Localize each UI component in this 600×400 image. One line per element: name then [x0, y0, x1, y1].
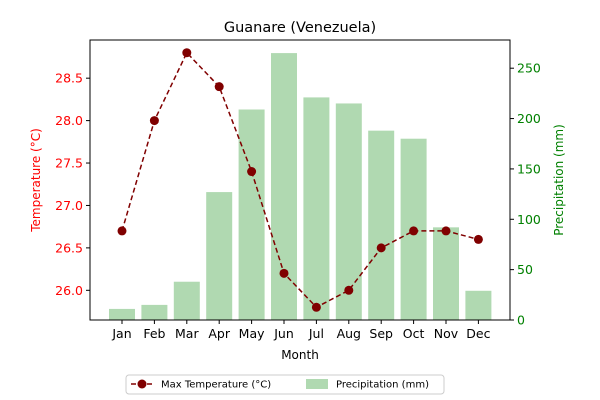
temp-point-oct	[409, 226, 419, 236]
temp-point-aug	[344, 285, 354, 295]
temp-point-may	[247, 167, 257, 177]
temp-point-dec	[473, 234, 483, 244]
precip-bar-dec	[465, 290, 492, 320]
temp-point-jun	[279, 268, 289, 278]
x-tick-label: Sep	[369, 326, 393, 341]
right-tick-label: 50	[517, 262, 533, 277]
legend-bar-swatch	[306, 379, 328, 389]
right-axis-ticks: 0 50 100 150 200 250	[510, 61, 541, 328]
legend-label-temperature: Max Temperature (°C)	[161, 380, 271, 391]
precip-bar-jun	[271, 53, 297, 320]
x-tick-label: Oct	[403, 326, 425, 341]
precip-bar-jan	[109, 308, 135, 320]
precipitation-bars	[109, 53, 492, 321]
x-tick-label: Dec	[466, 326, 490, 341]
temp-point-apr	[214, 82, 224, 92]
temp-point-jul	[311, 302, 321, 312]
legend: Max Temperature (°C) Precipitation (mm)	[125, 374, 445, 395]
x-tick-label: Apr	[208, 326, 230, 341]
temp-point-nov	[441, 226, 451, 236]
right-tick-label: 150	[517, 161, 541, 176]
right-axis-label: Precipitation (mm)	[552, 124, 566, 236]
x-tick-label: Aug	[337, 326, 361, 341]
temp-point-jan	[117, 226, 127, 236]
legend-label-precipitation: Precipitation (mm)	[336, 380, 429, 391]
precip-bar-nov	[433, 227, 459, 320]
left-axis-ticks: 26.0 26.5 27.0 27.5 28.0 28.5	[55, 71, 90, 298]
left-tick-label: 28.0	[55, 113, 83, 128]
x-tick-label: Feb	[143, 326, 165, 341]
right-tick-label: 250	[517, 61, 541, 76]
right-tick-label: 200	[517, 111, 541, 126]
x-tick-label: Jul	[308, 326, 324, 341]
precip-bar-mar	[173, 281, 200, 320]
right-tick-label: 0	[517, 313, 525, 328]
temperature-line	[121, 51, 479, 309]
x-tick-label: Mar	[175, 326, 199, 341]
plot-area-frame	[89, 39, 511, 321]
left-tick-label: 26.0	[55, 283, 83, 298]
x-tick-label: May	[239, 326, 265, 341]
precip-bar-jul	[303, 97, 330, 321]
x-tick-label: Jun	[273, 326, 294, 341]
legend-frame	[125, 374, 445, 395]
temp-point-feb	[149, 116, 159, 126]
temp-point-sep	[376, 243, 386, 253]
left-tick-label: 26.5	[55, 240, 83, 255]
left-tick-label: 27.0	[55, 198, 83, 213]
chart-title: Guanare (Venezuela)	[224, 20, 376, 36]
precip-bar-apr	[206, 192, 233, 320]
legend-marker-swatch	[137, 379, 147, 389]
temp-point-mar	[182, 48, 192, 58]
precip-bar-sep	[368, 130, 395, 320]
precip-bar-aug	[335, 103, 362, 320]
x-axis-ticks: Jan Feb Mar Apr May Jun Jul Aug Sep Oct Nov Dec	[111, 320, 491, 341]
precip-bar-may	[238, 109, 265, 321]
precip-bar-feb	[141, 304, 168, 320]
x-tick-label: Jan	[111, 326, 131, 341]
right-tick-label: 100	[517, 212, 541, 227]
left-axis-label: Temperature (°C)	[29, 128, 43, 233]
left-tick-label: 27.5	[55, 156, 83, 171]
x-tick-label: Nov	[434, 326, 459, 341]
left-tick-label: 28.5	[55, 71, 83, 86]
temperature-line-series	[117, 48, 483, 312]
x-axis-label: Month	[281, 348, 319, 362]
